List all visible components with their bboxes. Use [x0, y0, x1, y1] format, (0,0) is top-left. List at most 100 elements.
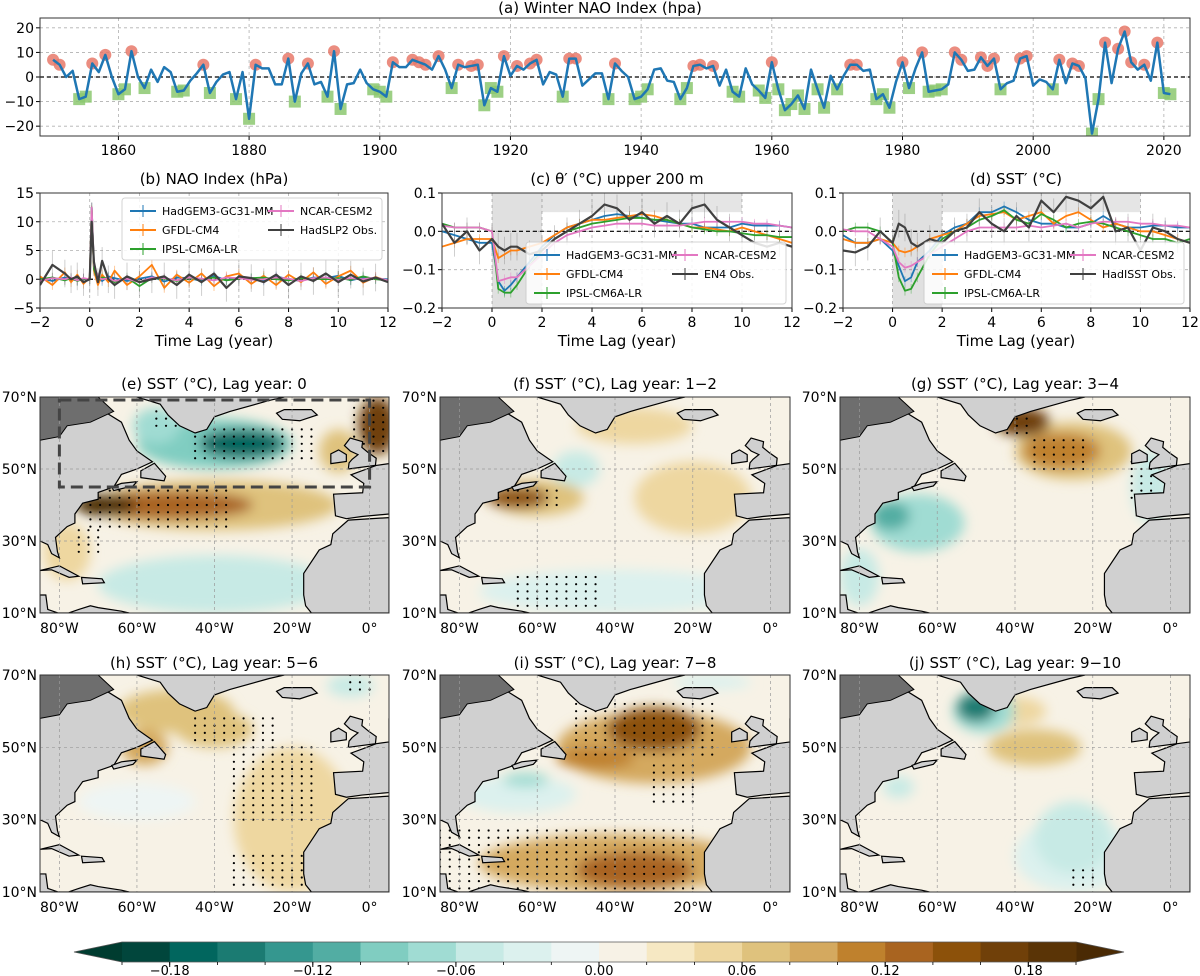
significance-stipple: [643, 829, 646, 832]
significance-stipple: [652, 800, 655, 803]
significance-stipple: [594, 753, 597, 756]
significance-stipple: [448, 865, 451, 868]
significance-stipple: [223, 428, 226, 431]
lon-tick-label: 60°W: [518, 900, 557, 916]
significance-stipple: [604, 753, 607, 756]
lon-tick-label: 0°: [362, 621, 378, 637]
lon-tick-label: 0°: [763, 900, 779, 916]
significance-stipple: [448, 843, 451, 847]
map-title-g: (g) SST′ (°C), Lag year: 3−4: [911, 375, 1119, 393]
significance-stipple: [261, 457, 265, 460]
significance-stipple: [176, 518, 179, 521]
significance-stipple: [300, 796, 303, 800]
x-tick-label: 6: [234, 315, 243, 331]
land-ic: [1076, 687, 1120, 700]
significance-stipple: [128, 518, 131, 521]
significance-stipple: [584, 739, 587, 742]
x-tick-label: 1980: [885, 143, 921, 159]
significance-stipple: [584, 710, 587, 713]
x-tick-label: 12: [379, 315, 397, 331]
significance-stipple: [232, 753, 235, 756]
significance-stipple: [108, 518, 111, 521]
significance-stipple: [242, 435, 245, 438]
significance-stipple: [300, 767, 303, 771]
legend-label: HadGEM3-GC31-MM: [964, 249, 1075, 262]
land-sa: [440, 873, 530, 892]
significance-stipple: [242, 760, 245, 763]
lon-tick-label: 60°W: [118, 621, 157, 637]
significance-stipple: [643, 836, 646, 839]
significance-stipple: [118, 525, 121, 528]
significance-stipple: [382, 449, 385, 453]
significance-stipple: [252, 442, 255, 445]
significance-stipple: [555, 496, 558, 499]
significance-stipple: [1140, 475, 1143, 478]
significance-stipple: [516, 604, 519, 607]
significance-stipple: [108, 511, 111, 514]
significance-stipple: [672, 851, 675, 854]
plot-area: [442, 193, 792, 308]
significance-stipple: [300, 442, 303, 445]
significance-stipple: [232, 789, 235, 792]
significance-stipple: [300, 746, 303, 749]
significance-stipple: [1140, 489, 1143, 492]
significance-stipple: [281, 760, 284, 763]
significance-stipple: [232, 717, 235, 720]
significance-stipple: [565, 590, 568, 593]
significance-stipple: [290, 442, 294, 445]
significance-stipple: [711, 724, 714, 727]
significance-stipple: [604, 843, 607, 847]
x-tick-label: 12: [1181, 315, 1199, 331]
significance-stipple: [281, 457, 284, 460]
significance-stipple: [516, 880, 519, 883]
significance-stipple: [594, 739, 597, 742]
significance-stipple: [691, 887, 694, 890]
significance-stipple: [223, 435, 226, 438]
lon-tick-label: 60°W: [918, 900, 957, 916]
significance-stipple: [252, 883, 255, 886]
significance-stipple: [271, 724, 274, 727]
significance-stipple: [194, 435, 197, 438]
significance-stipple: [1052, 453, 1055, 456]
significance-stipple: [487, 880, 490, 883]
significance-stipple: [545, 503, 549, 507]
significance-stipple: [252, 724, 255, 727]
significance-stipple: [358, 681, 362, 684]
colorbar-extend-low: [74, 942, 122, 962]
colorbar-bin: [885, 942, 934, 962]
significance-stipple: [643, 724, 646, 727]
significance-stipple: [195, 518, 199, 521]
significance-stipple: [652, 710, 655, 713]
significance-stipple: [195, 525, 199, 528]
significance-stipple: [252, 876, 255, 879]
significance-stipple: [147, 489, 150, 492]
significance-stipple: [157, 489, 160, 492]
x-tick-label: 4: [185, 315, 194, 331]
significance-stipple: [633, 717, 636, 720]
y-tick-label: 5: [25, 244, 34, 260]
significance-stipple: [526, 590, 529, 593]
significance-stipple: [555, 829, 558, 832]
significance-stipple: [575, 843, 578, 847]
series-line-ipsl-cm6a-lr: [843, 209, 1190, 292]
significance-stipple: [362, 435, 365, 438]
significance-stipple: [681, 753, 685, 756]
lat-tick-label: 10°N: [2, 606, 37, 622]
significance-stipple: [155, 417, 158, 420]
significance-stipple: [261, 717, 265, 720]
land-ir: [1131, 727, 1148, 743]
colorbar-bin: [599, 942, 648, 962]
significance-stipple: [691, 829, 694, 832]
significance-stipple: [652, 717, 655, 720]
significance-stipple: [252, 457, 255, 460]
significance-stipple: [681, 717, 685, 720]
significance-stipple: [166, 496, 170, 499]
significance-stipple: [594, 746, 597, 749]
significance-stipple: [242, 869, 245, 872]
significance-stipple: [372, 428, 375, 431]
significance-stipple: [310, 782, 313, 785]
significance-stipple: [118, 496, 121, 499]
colorbar-bin: [646, 942, 695, 962]
significance-stipple: [497, 880, 500, 883]
lon-tick-label: 20°W: [1073, 621, 1112, 637]
